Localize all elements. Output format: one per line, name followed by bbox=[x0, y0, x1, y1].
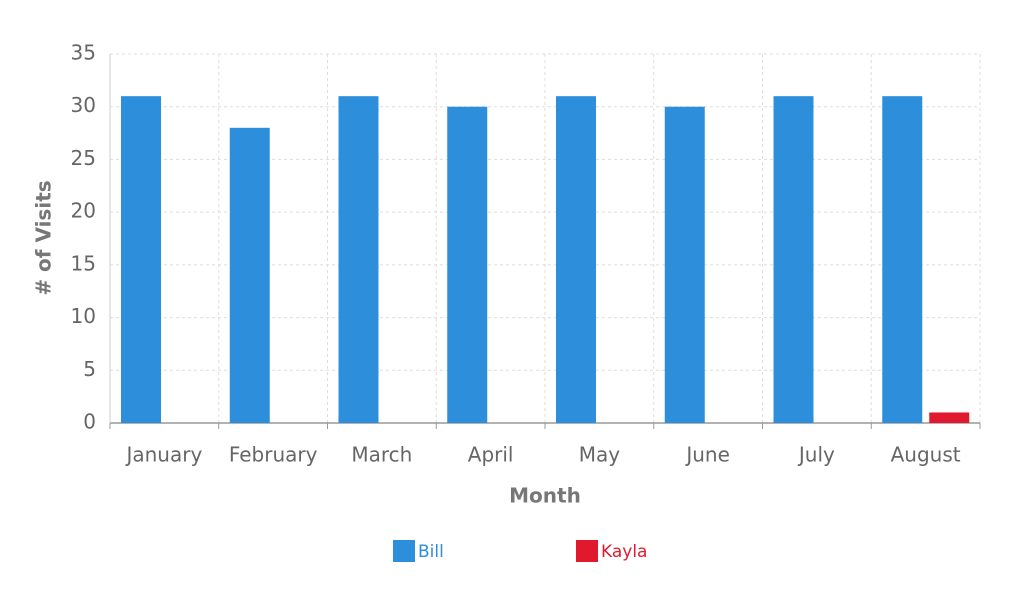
bar bbox=[773, 96, 814, 424]
y-tick-label: 35 bbox=[71, 41, 96, 65]
y-tick-label: 25 bbox=[71, 146, 96, 170]
y-tick-label: 5 bbox=[83, 357, 96, 381]
x-tick-label: January bbox=[124, 443, 202, 467]
bar bbox=[929, 412, 970, 423]
legend-swatch bbox=[576, 540, 598, 562]
y-tick-label: 30 bbox=[71, 93, 96, 117]
bar bbox=[121, 96, 161, 424]
x-tick-label: March bbox=[351, 443, 412, 467]
y-axis-title: # of Visits bbox=[32, 180, 56, 295]
bar bbox=[229, 127, 270, 424]
bar bbox=[338, 96, 379, 424]
legend-label: Bill bbox=[418, 542, 444, 562]
x-tick-label: August bbox=[891, 443, 961, 467]
y-tick-label: 20 bbox=[71, 199, 96, 223]
x-tick-label: June bbox=[684, 443, 730, 467]
bar bbox=[882, 96, 923, 424]
legend-swatch bbox=[393, 540, 415, 562]
x-tick-label: May bbox=[579, 443, 621, 467]
y-tick-label: 15 bbox=[71, 251, 96, 275]
y-tick-label: 0 bbox=[83, 410, 96, 434]
x-axis-title: Month bbox=[509, 484, 581, 508]
bar bbox=[447, 106, 488, 423]
x-tick-label: April bbox=[468, 443, 514, 467]
bar bbox=[556, 96, 596, 424]
x-tick-label: February bbox=[229, 443, 318, 467]
bar bbox=[664, 106, 705, 423]
y-tick-label: 10 bbox=[71, 304, 96, 328]
legend-label: Kayla bbox=[601, 542, 647, 562]
x-tick-label: July bbox=[797, 443, 835, 467]
